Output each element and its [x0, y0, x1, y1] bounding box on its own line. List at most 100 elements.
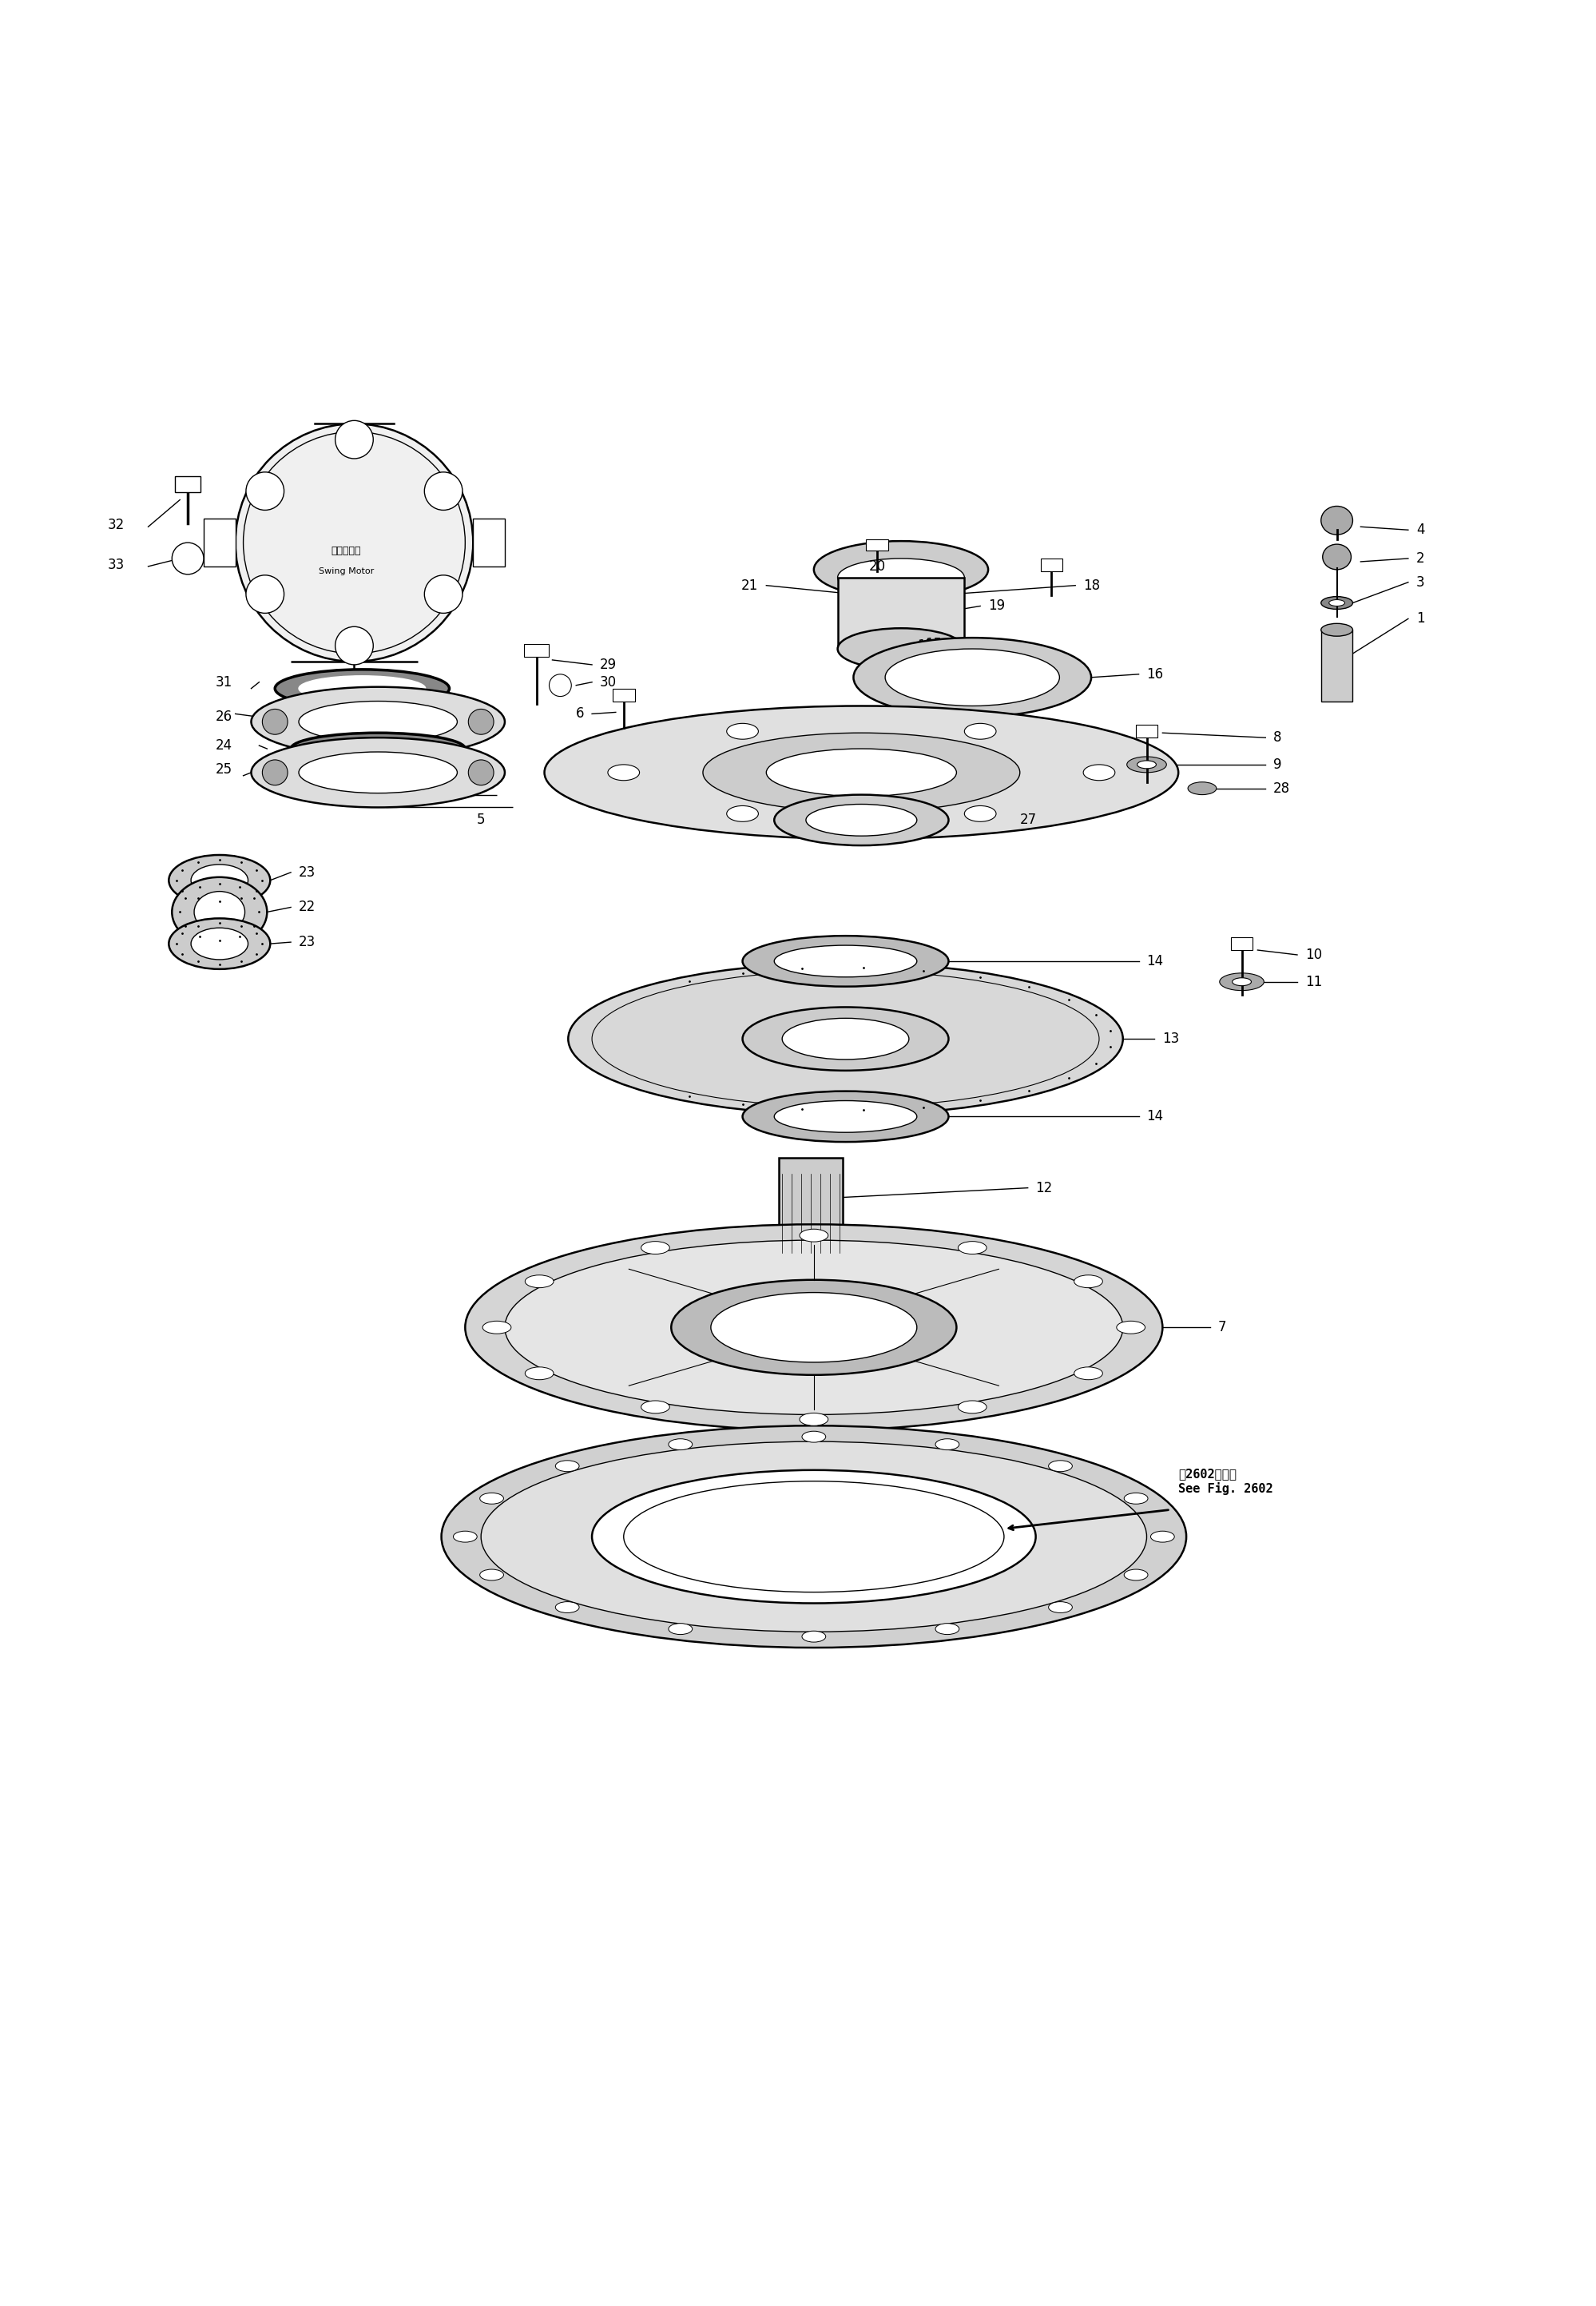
Text: 14: 14: [1146, 1109, 1163, 1123]
Bar: [838, 576, 964, 648]
Ellipse shape: [642, 1241, 670, 1254]
Ellipse shape: [814, 542, 988, 597]
Text: 26: 26: [215, 710, 231, 724]
Ellipse shape: [1321, 507, 1353, 535]
Ellipse shape: [251, 738, 504, 807]
Ellipse shape: [525, 1275, 554, 1287]
Ellipse shape: [1187, 782, 1216, 796]
Ellipse shape: [464, 1224, 1162, 1430]
Ellipse shape: [935, 1623, 959, 1635]
Text: 33: 33: [107, 558, 124, 572]
Text: 22: 22: [298, 899, 316, 915]
Ellipse shape: [314, 740, 442, 759]
Ellipse shape: [669, 1439, 693, 1450]
Ellipse shape: [608, 766, 640, 779]
Circle shape: [425, 473, 463, 510]
Ellipse shape: [800, 1414, 828, 1425]
Bar: [1136, 724, 1157, 738]
Text: 7: 7: [1218, 1321, 1226, 1335]
Text: 1: 1: [1416, 611, 1425, 625]
Ellipse shape: [742, 936, 948, 987]
Ellipse shape: [192, 865, 247, 897]
Ellipse shape: [702, 733, 1020, 812]
Ellipse shape: [568, 964, 1124, 1116]
Ellipse shape: [742, 1008, 948, 1070]
Text: 25: 25: [215, 763, 231, 777]
Ellipse shape: [1151, 1531, 1175, 1543]
Ellipse shape: [453, 1531, 477, 1543]
Ellipse shape: [298, 752, 456, 793]
Ellipse shape: [726, 724, 758, 740]
Circle shape: [335, 420, 373, 459]
Circle shape: [425, 574, 463, 613]
Ellipse shape: [169, 856, 270, 906]
Circle shape: [335, 627, 373, 664]
Ellipse shape: [742, 1091, 948, 1141]
Ellipse shape: [1219, 973, 1264, 992]
Ellipse shape: [774, 945, 916, 978]
Ellipse shape: [1117, 1321, 1144, 1333]
Ellipse shape: [801, 1432, 825, 1441]
Text: 8: 8: [1274, 731, 1282, 745]
Bar: [523, 643, 549, 657]
Text: Swing Motor: Swing Motor: [319, 567, 373, 574]
Ellipse shape: [838, 627, 964, 669]
Ellipse shape: [854, 639, 1092, 717]
Text: 20: 20: [868, 560, 886, 574]
Bar: [1321, 630, 1353, 701]
Ellipse shape: [838, 558, 964, 597]
Ellipse shape: [504, 1241, 1124, 1414]
Ellipse shape: [482, 1321, 511, 1333]
Ellipse shape: [774, 1100, 916, 1132]
Bar: [1041, 558, 1063, 572]
Text: 3: 3: [1416, 574, 1425, 590]
Circle shape: [468, 710, 493, 736]
Circle shape: [262, 761, 287, 786]
Text: 11: 11: [1306, 975, 1321, 989]
Ellipse shape: [935, 1439, 959, 1450]
Ellipse shape: [251, 687, 504, 756]
Bar: [779, 1158, 843, 1268]
Bar: [472, 519, 504, 567]
Ellipse shape: [1084, 766, 1116, 779]
Ellipse shape: [525, 1367, 554, 1379]
Ellipse shape: [886, 648, 1060, 706]
Text: 5: 5: [477, 814, 485, 828]
Ellipse shape: [480, 1441, 1146, 1633]
Bar: [204, 519, 235, 567]
Ellipse shape: [172, 876, 267, 948]
Ellipse shape: [1321, 597, 1353, 609]
Ellipse shape: [555, 1603, 579, 1612]
Circle shape: [549, 673, 571, 696]
Ellipse shape: [642, 1400, 670, 1414]
Ellipse shape: [958, 1241, 986, 1254]
Ellipse shape: [195, 892, 244, 932]
Bar: [1231, 939, 1253, 950]
Text: 32: 32: [107, 519, 124, 533]
Ellipse shape: [782, 1019, 910, 1058]
Text: 17: 17: [916, 639, 934, 653]
Text: 28: 28: [1274, 782, 1290, 796]
Text: 19: 19: [988, 600, 1005, 613]
Ellipse shape: [555, 1460, 579, 1471]
Ellipse shape: [1074, 1275, 1103, 1287]
Text: 14: 14: [1146, 955, 1163, 969]
Ellipse shape: [726, 805, 758, 821]
Ellipse shape: [298, 676, 426, 701]
Text: 6: 6: [576, 706, 584, 722]
Text: 30: 30: [600, 676, 616, 689]
Text: 16: 16: [1146, 666, 1163, 680]
Ellipse shape: [710, 1291, 916, 1363]
Ellipse shape: [774, 796, 948, 846]
Ellipse shape: [544, 706, 1178, 839]
Ellipse shape: [800, 1229, 828, 1241]
Ellipse shape: [801, 1630, 825, 1642]
Ellipse shape: [480, 1492, 504, 1504]
Text: 18: 18: [1084, 579, 1100, 593]
Ellipse shape: [480, 1570, 504, 1580]
Ellipse shape: [964, 805, 996, 821]
Ellipse shape: [1127, 756, 1167, 773]
Text: 31: 31: [215, 676, 231, 689]
Text: 9: 9: [1274, 756, 1282, 773]
Circle shape: [246, 574, 284, 613]
